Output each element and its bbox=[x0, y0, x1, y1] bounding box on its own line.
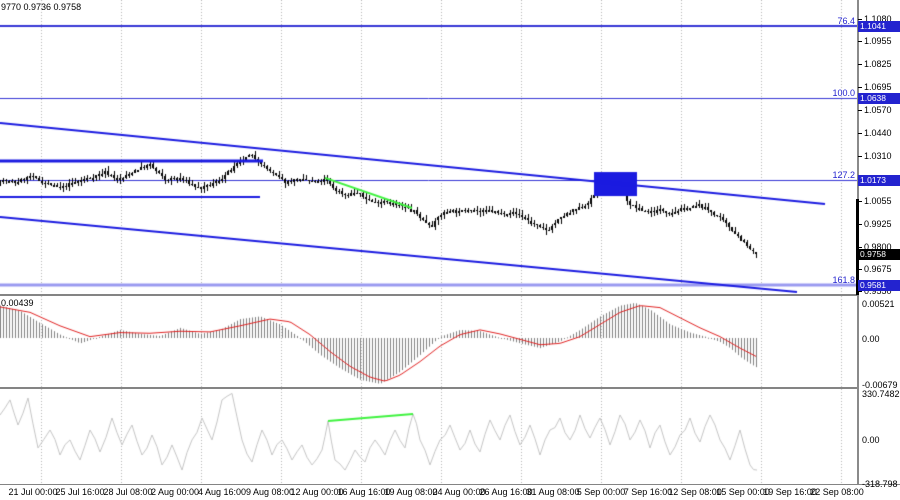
time-axis-label: 21 Jul 00:00 bbox=[8, 487, 58, 497]
time-axis-border bbox=[0, 484, 900, 485]
price-tick-label: 0.9550 bbox=[864, 286, 892, 296]
macd-indicator-canvas[interactable] bbox=[0, 296, 857, 387]
time-axis-label: 4 Aug 16:00 bbox=[197, 487, 247, 497]
price-tick-mark bbox=[858, 41, 862, 42]
fib-price-badge: 1.0173 bbox=[858, 175, 900, 186]
time-axis-label: 5 Sep 00:00 bbox=[576, 487, 626, 497]
oscillator-indicator-canvas[interactable] bbox=[0, 389, 857, 484]
price-tick-label: 1.0955 bbox=[864, 36, 892, 46]
time-axis-label: 19 Aug 08:00 bbox=[384, 487, 438, 497]
time-axis-label: 24 Aug 00:00 bbox=[432, 487, 486, 497]
fib-price-badge: 1.0638 bbox=[858, 93, 900, 104]
fib-level-label: 76.4 bbox=[837, 16, 855, 26]
price-tick-mark bbox=[858, 224, 862, 225]
fib-level-label: 161.8 bbox=[832, 275, 855, 285]
time-axis-label: 31 Aug 08:00 bbox=[526, 487, 580, 497]
price-tick-mark bbox=[858, 291, 862, 292]
time-axis-label: 28 Jul 08:00 bbox=[103, 487, 153, 497]
indicator-axis-label: -0.00679 bbox=[862, 380, 898, 390]
time-axis-label: 9 Aug 08:00 bbox=[245, 487, 295, 497]
panel-separator[interactable] bbox=[0, 387, 858, 389]
macd-current-value: 0.00439 bbox=[1, 298, 34, 308]
time-axis-label: 19 Sep 16:00 bbox=[763, 487, 817, 497]
price-tick-label: 1.0695 bbox=[864, 82, 892, 92]
price-tick-label: 1.0570 bbox=[864, 105, 892, 115]
time-axis-label: 22 Sep 08:00 bbox=[810, 487, 864, 497]
price-tick-mark bbox=[858, 269, 862, 270]
price-chart-canvas[interactable] bbox=[0, 0, 857, 294]
price-tick-label: 1.1080 bbox=[864, 14, 892, 24]
time-axis-label: 15 Sep 00:00 bbox=[716, 487, 770, 497]
time-axis-label: 25 Jul 16:00 bbox=[55, 487, 105, 497]
time-axis-label: 7 Sep 16:00 bbox=[623, 487, 673, 497]
fib-level-label: 127.2 bbox=[832, 170, 855, 180]
price-tick-label: 1.0055 bbox=[864, 196, 892, 206]
indicator-axis-label: 330.7482 bbox=[862, 389, 900, 399]
price-tick-label: 1.0310 bbox=[864, 151, 892, 161]
price-tick-label: 0.9925 bbox=[864, 219, 892, 229]
price-tick-label: 0.9675 bbox=[864, 264, 892, 274]
price-tick-label: 0.9800 bbox=[864, 242, 892, 252]
indicator-axis-label: 0.00521 bbox=[862, 299, 895, 309]
fib-level-label: 100.0 bbox=[832, 88, 855, 98]
current-price-badge: 0.9758 bbox=[858, 249, 900, 260]
price-tick-mark bbox=[858, 19, 862, 20]
price-tick-label: 1.0825 bbox=[864, 59, 892, 69]
price-tick-mark bbox=[858, 110, 862, 111]
price-tick-mark bbox=[858, 87, 862, 88]
indicator-axis-label: 0.00 bbox=[862, 435, 880, 445]
price-tick-mark bbox=[858, 201, 862, 202]
time-axis-label: 12 Aug 00:00 bbox=[290, 487, 344, 497]
indicator-axis-label: 0.00 bbox=[862, 334, 880, 344]
time-axis-label: 26 Aug 16:00 bbox=[479, 487, 533, 497]
fib-price-badge: 1.1041 bbox=[858, 21, 900, 32]
price-tick-mark bbox=[858, 133, 862, 134]
time-axis-label: 12 Sep 08:00 bbox=[668, 487, 722, 497]
fib-price-badge: 0.9581 bbox=[858, 280, 900, 291]
time-axis-label: 2 Aug 00:00 bbox=[150, 487, 200, 497]
price-tick-mark bbox=[858, 247, 862, 248]
indicator-axis-label: -318.798 bbox=[862, 479, 898, 489]
price-tick-label: 1.0440 bbox=[864, 128, 892, 138]
price-tick-mark bbox=[858, 64, 862, 65]
price-tick-mark bbox=[858, 156, 862, 157]
ohlc-readout: 9770 0.9736 0.9758 bbox=[1, 2, 82, 12]
time-axis-label: 16 Aug 16:00 bbox=[337, 487, 391, 497]
panel-separator[interactable] bbox=[0, 294, 858, 296]
price-axis-border-highlight bbox=[856, 199, 859, 295]
